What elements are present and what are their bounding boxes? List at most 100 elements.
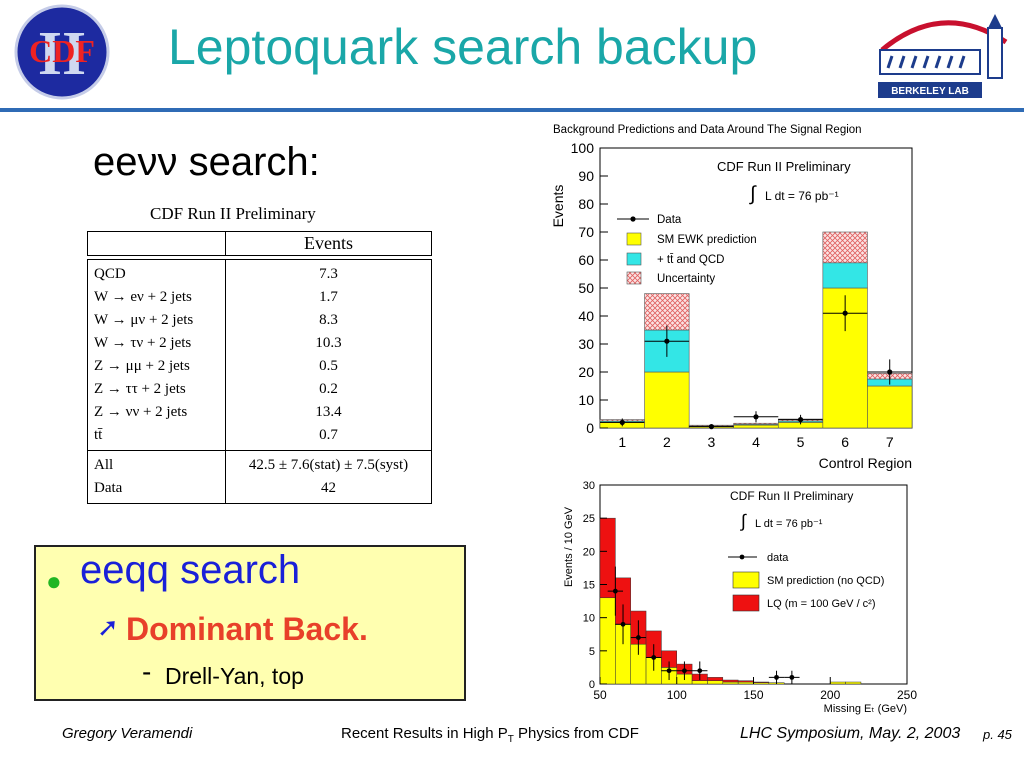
footer-author: Gregory Veramendi xyxy=(62,725,193,742)
chart2-bar-1 xyxy=(737,681,754,685)
chart2-y-tick: 15 xyxy=(583,580,595,592)
chart1-integral-icon: ∫ xyxy=(749,183,757,205)
chart1-x-tick: 2 xyxy=(663,434,671,450)
chart1-data-point xyxy=(887,369,893,375)
chart1-title: Background Predictions and Data Around T… xyxy=(553,124,862,136)
table-row: Z → μμ + 2 jets xyxy=(94,358,190,374)
table-value: 0.7 xyxy=(319,427,338,443)
chart1-y-tick: 80 xyxy=(578,196,594,212)
table-row: Z → ττ + 2 jets xyxy=(94,381,186,397)
footer-talk: Recent Results in High PT Physics from C… xyxy=(341,725,639,745)
value-column: 7.3 1.7 8.3 10.3 0.5 0.2 13.4 0.7 xyxy=(225,259,432,451)
eevv-heading: eeνν search: xyxy=(93,140,320,184)
chart2-y-tick: 5 xyxy=(589,646,595,658)
chart1-xlabel: Control Region xyxy=(819,455,912,471)
data-label: Data xyxy=(94,480,123,496)
chart2-bar-2 xyxy=(737,680,754,683)
events-table-header: Events xyxy=(87,231,432,256)
footer-venue: LHC Symposium, May. 2, 2003 xyxy=(740,725,961,742)
chart2-bar-1 xyxy=(845,681,862,685)
chart1-x-tick: 5 xyxy=(797,434,805,450)
chart1-x-tick: 6 xyxy=(841,434,849,450)
chart2-y-tick: 20 xyxy=(583,546,595,558)
chart2-annotation: CDF Run II Preliminary xyxy=(730,489,853,503)
chart1-legend-swatch xyxy=(626,232,642,246)
footer-page: p. 45 xyxy=(983,727,1012,742)
table-row: QCD xyxy=(94,266,126,282)
chart1-ylabel: Events xyxy=(550,185,566,228)
chart1-y-tick: 70 xyxy=(578,224,594,240)
all-value: 42.5 ± 7.6(stat) ± 7.5(syst) xyxy=(248,457,409,473)
chart2-integral-icon: ∫ xyxy=(739,511,747,531)
chart1-data-point xyxy=(797,417,804,423)
table-value: 0.5 xyxy=(319,358,338,374)
page-title: Leptoquark search backup xyxy=(168,19,758,75)
all-label: All xyxy=(94,457,114,473)
chart2-data-point xyxy=(697,668,703,674)
chart1-data-point xyxy=(842,310,848,316)
chart1-y-tick: 100 xyxy=(571,140,595,156)
chart1-y-tick: 50 xyxy=(578,280,594,296)
cdf-logo-roman: II xyxy=(38,20,86,88)
chart1-y-tick: 0 xyxy=(586,420,594,436)
chart1-bar-1 xyxy=(644,371,690,429)
chart2-x-tick: 50 xyxy=(593,688,607,702)
chart2-bar-1 xyxy=(830,681,846,685)
summary-values: 42.5 ± 7.6(stat) ± 7.5(syst) 42 xyxy=(225,450,432,504)
chart2-bar-2 xyxy=(599,517,616,599)
chart1-legend-label: + tt̄ and QCD xyxy=(657,254,724,266)
chart2-data-point xyxy=(620,621,626,627)
chart2-bar-1 xyxy=(722,681,739,685)
chart1-legend-label: Uncertainty xyxy=(657,273,715,285)
chart1-y-tick: 60 xyxy=(578,252,594,268)
chart1-bar-3 xyxy=(733,422,779,425)
dash-bullet: - xyxy=(142,656,152,687)
chart1-bar-3 xyxy=(644,293,690,331)
footer-talk-sub: T xyxy=(507,734,514,745)
chart1-legend-swatch xyxy=(626,252,642,266)
title-divider xyxy=(0,108,1024,112)
cdf-logo-text: CDF xyxy=(29,33,95,69)
chart2-data-point xyxy=(666,668,672,674)
table-value: 10.3 xyxy=(315,335,342,351)
summary-labels: All Data xyxy=(87,450,226,504)
eeqq-bullet: eeqq search xyxy=(80,548,301,592)
chart2-bar-2 xyxy=(707,677,724,681)
table-value: 13.4 xyxy=(315,404,342,420)
table-row: W → eν + 2 jets xyxy=(94,289,192,305)
chart2-lumi: L dt = 76 pb⁻¹ xyxy=(755,518,823,530)
chart1-annotation: CDF Run II Preliminary xyxy=(717,159,851,174)
chart1-data-point xyxy=(753,414,759,420)
chart1-lumi: L dt = 76 pb⁻¹ xyxy=(765,189,839,203)
chart1-y-tick: 30 xyxy=(578,336,594,352)
chart2-legend-label: LQ (m = 100 GeV / c²) xyxy=(767,598,876,610)
events-table: QCD W → eν + 2 jets W → μν + 2 jets W → … xyxy=(87,259,432,504)
chart2-x-tick: 200 xyxy=(820,688,840,702)
chart2-legend-data-marker xyxy=(739,554,745,560)
chart2-x-tick: 250 xyxy=(897,688,917,702)
chart2-legend-swatch xyxy=(732,571,760,589)
chart2-data-point xyxy=(635,635,641,640)
chart1-x-tick: 3 xyxy=(708,434,716,450)
chart2-legend-label: data xyxy=(767,552,789,564)
chart2-bar-1 xyxy=(707,680,724,685)
chart2-xlabel: Missing Eₜ (GeV) xyxy=(824,703,907,715)
bullet-dot-icon: ● xyxy=(46,566,62,596)
table-row: Z → νν + 2 jets xyxy=(94,404,188,420)
chart1-bar-3 xyxy=(822,231,868,264)
chart2-y-tick: 10 xyxy=(583,613,595,625)
chart2-y-tick: 0 xyxy=(589,679,595,691)
chart1-bar-1 xyxy=(733,424,779,429)
column-header-events: Events xyxy=(225,231,432,256)
chart2-data-point xyxy=(682,668,687,674)
table-title: CDF Run II Preliminary xyxy=(150,204,316,223)
footer-talk-end: Physics from CDF xyxy=(513,725,639,742)
chart1-data-point xyxy=(664,338,670,344)
chart2-data-point xyxy=(789,674,795,680)
chart2-x-tick: 150 xyxy=(743,688,763,702)
chart1-y-tick: 20 xyxy=(578,364,594,380)
chart2-legend-swatch xyxy=(732,594,760,612)
chart2-legend-label: SM prediction (no QCD) xyxy=(767,575,884,587)
chart1-legend-data-marker xyxy=(630,216,636,222)
